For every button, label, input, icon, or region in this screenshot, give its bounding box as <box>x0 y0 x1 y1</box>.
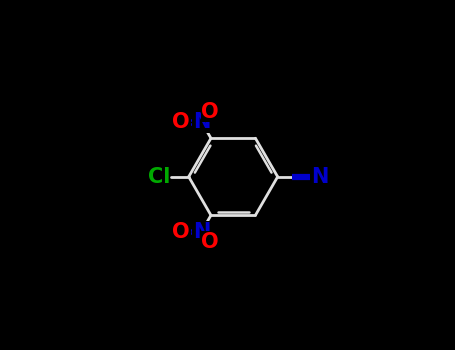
Text: N: N <box>193 112 210 132</box>
Text: N: N <box>193 222 210 242</box>
Text: O: O <box>172 112 190 132</box>
Text: O: O <box>202 232 219 252</box>
Text: O: O <box>202 102 219 121</box>
Text: Cl: Cl <box>148 167 170 187</box>
Text: O: O <box>172 222 190 242</box>
Text: N: N <box>311 167 329 187</box>
